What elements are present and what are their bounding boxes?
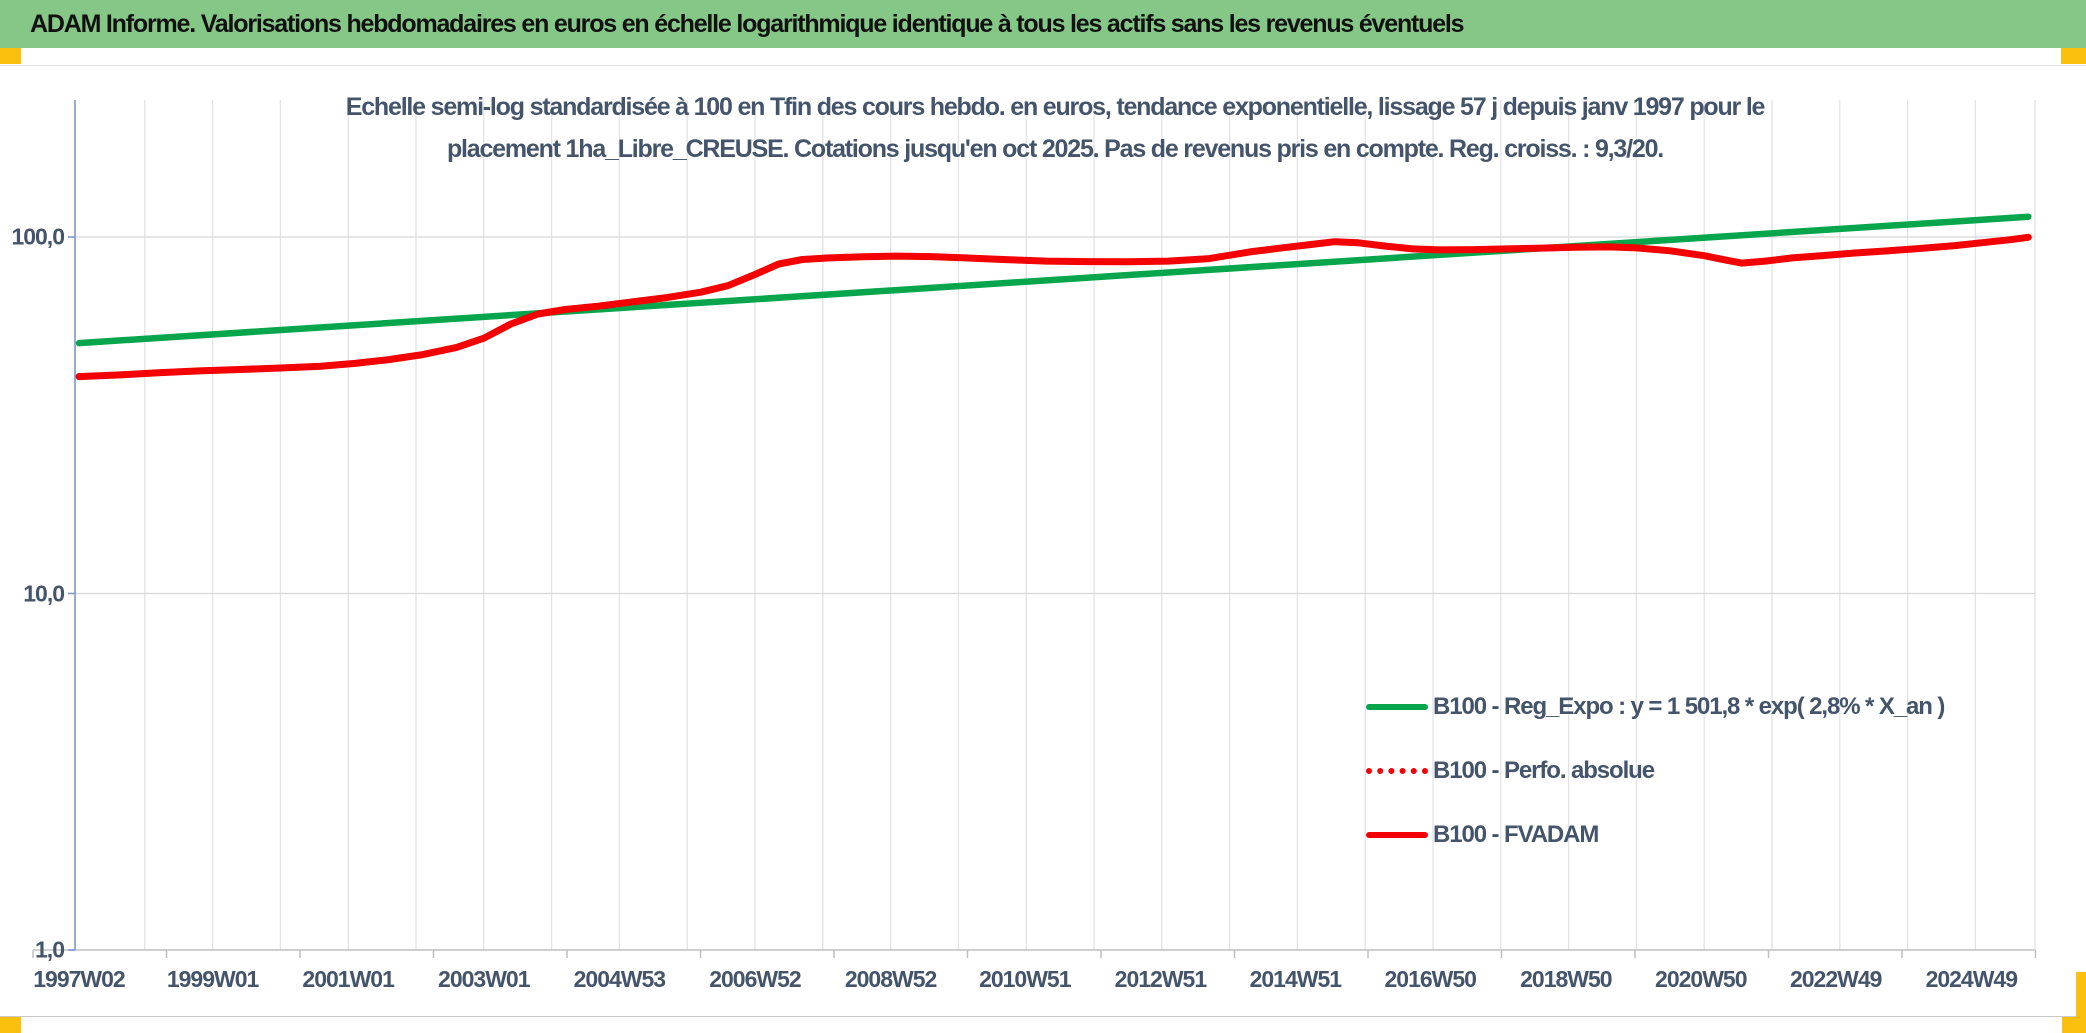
legend-line-swatch (1366, 704, 1428, 710)
edge-marker-right (2076, 972, 2086, 1033)
series-line[interactable] (75, 233, 2032, 381)
x-axis-tick-label: 2010W51 (979, 966, 1071, 992)
y-axis-tick-label: 1,0 (35, 936, 65, 963)
bottom-divider-line (0, 1016, 2086, 1017)
x-axis-tick-label: 2006W52 (709, 966, 801, 992)
x-axis-tick-label: 2012W51 (1114, 966, 1207, 992)
corner-marker-bottom-left (0, 1017, 21, 1033)
x-axis-tick-label: 2020W50 (1655, 966, 1747, 992)
x-axis-tick-label: 2014W51 (1249, 966, 1342, 992)
legend-label: B100 - Reg_Expo : y = 1 501,8 * exp( 2,8… (1433, 693, 1945, 720)
legend-label: B100 - FVADAM (1433, 821, 1599, 848)
legend-item[interactable]: B100 - Reg_Expo : y = 1 501,8 * exp( 2,8… (1366, 692, 1945, 722)
x-axis-tick-label: 2008W52 (844, 966, 937, 992)
legend-item[interactable]: B100 - FVADAM (1366, 820, 1944, 850)
series-line[interactable] (75, 213, 2032, 347)
legend-label: B100 - Perfo. absolue (1433, 757, 1655, 784)
x-axis-tick-label: 2001W01 (302, 966, 394, 992)
y-axis-tick-label: 10,0 (23, 580, 65, 606)
chart-title-line-1: Echelle semi-log standardisée à 100 en T… (345, 93, 1766, 121)
corner-marker-top-right (2061, 48, 2086, 64)
corner-marker-top-left (0, 48, 21, 64)
x-axis-tick-label: 1997W02 (33, 966, 125, 992)
chart-title: Echelle semi-log standardisée à 100 en T… (75, 86, 2035, 170)
chart-title-line-2: placement 1ha_Libre_CREUSE. Cotations ju… (446, 135, 1664, 163)
x-axis-tick-label: 1999W01 (166, 966, 259, 992)
x-axis-tick-label: 2003W01 (438, 966, 530, 992)
x-axis-tick-label: 2004W53 (573, 966, 666, 992)
legend-item[interactable]: B100 - Perfo. absolue (1366, 756, 1944, 786)
y-axis-tick-label: 100,0 (11, 223, 65, 250)
x-axis-tick-label: 2016W50 (1384, 966, 1477, 992)
legend-line-swatch (1366, 832, 1428, 838)
x-axis-tick-label: 2022W49 (1789, 966, 1882, 992)
header-bar: ADAM Informe. Valorisations hebdomadaire… (0, 0, 2086, 48)
legend-dotted-line-swatch (1366, 768, 1428, 774)
top-divider-line (0, 65, 2086, 66)
chart-legend: B100 - Reg_Expo : y = 1 501,8 * exp( 2,8… (1366, 692, 1945, 850)
header-title: ADAM Informe. Valorisations hebdomadaire… (30, 9, 1465, 38)
x-axis-tick-label: 2018W50 (1520, 966, 1612, 992)
x-axis-tick-label: 2024W49 (1925, 966, 2018, 992)
